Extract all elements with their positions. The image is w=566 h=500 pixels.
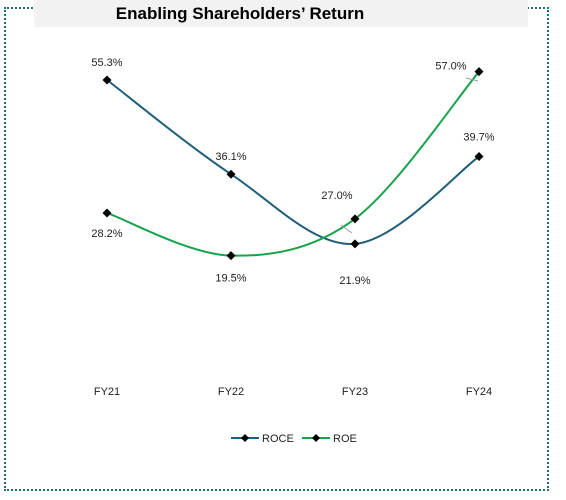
x-tick-label-fy24: FY24 [466,386,492,398]
marker-roe-fy21 [102,208,112,218]
chart-title: Enabling Shareholders’ Return [115,4,365,23]
marker-roce-fy21 [102,75,112,85]
data-label-roce-fy23: 21.9% [339,275,370,287]
data-label-roce-fy22: 36.1% [215,151,246,163]
x-tick-label-fy21: FY21 [94,386,120,398]
x-tick-label-fy22: FY22 [218,386,244,398]
series-line-roce [106,79,480,245]
legend-label-roe: ROE [333,433,357,445]
data-label-roe-fy21: 28.2% [91,228,122,240]
marker-roce-fy24 [474,152,484,162]
legend-marker-roce [241,434,249,442]
legend-marker-roe [312,434,320,442]
leader-line-roe-fy24 [465,77,479,82]
data-label-roce-fy21: 55.3% [91,57,122,69]
data-label-roe-fy24: 57.0% [435,61,466,73]
series-line-roe [106,71,480,257]
marker-roce-fy22 [226,169,236,179]
data-label-roe-fy22: 19.5% [215,273,246,285]
marker-roce-fy23 [350,239,360,249]
x-tick-label-fy23: FY23 [342,386,368,398]
marker-roe-fy22 [226,251,236,261]
marker-roe-fy24 [474,67,484,77]
data-label-roe-fy23: 27.0% [321,190,352,202]
title-band [34,0,528,27]
marker-roe-fy23 [350,214,360,224]
leader-line-roe-fy23 [340,224,353,234]
data-label-roce-fy24: 39.7% [463,132,494,144]
legend-label-roce: ROCE [262,433,294,445]
